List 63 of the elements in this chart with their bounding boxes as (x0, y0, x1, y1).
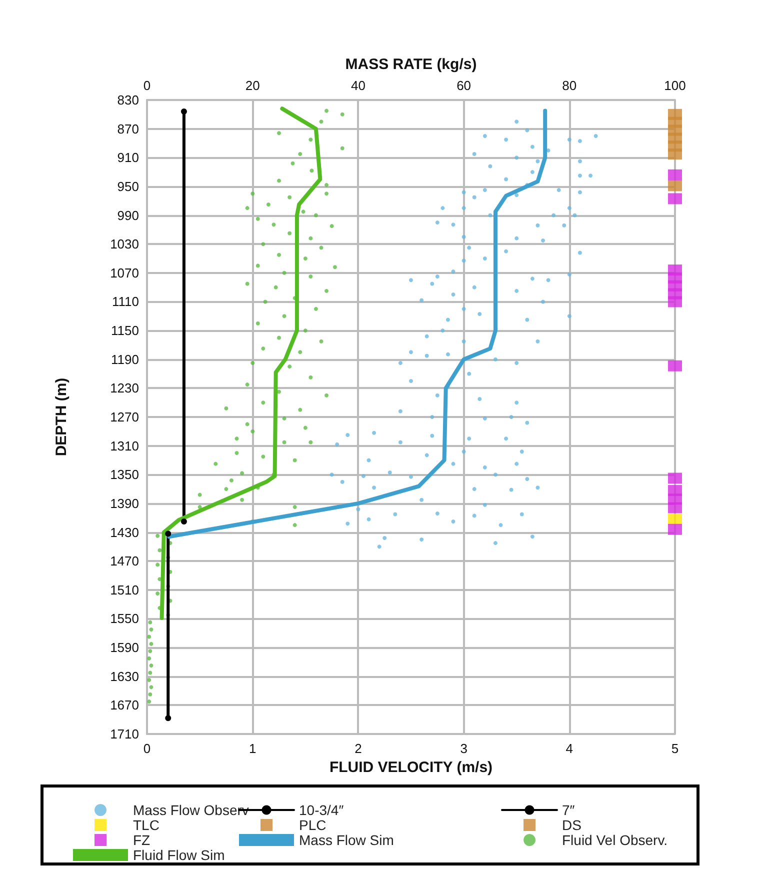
y-axis-title: DEPTH (m) (53, 378, 70, 456)
legend-label: TLC (133, 817, 160, 833)
legend-label: Fluid Flow Sim (133, 847, 225, 863)
line-series (160, 106, 322, 620)
y-tick-label: 1070 (110, 265, 139, 280)
x2-tick-label: 40 (350, 78, 366, 93)
legend-label: Mass Flow Sim (299, 832, 394, 848)
y-tick-label: 1150 (111, 323, 139, 338)
x-tick-label: 2 (354, 741, 362, 756)
x-axis-title: FLUID VELOCITY (m/s) (329, 758, 493, 776)
x2-tick-label: 100 (664, 78, 686, 93)
y-tick-label: 1710 (110, 726, 139, 742)
y-tick-label: 1470 (110, 554, 139, 569)
legend-label: DS (562, 817, 582, 833)
legend-label: 10-3/4″ (299, 802, 344, 818)
y-tick-label: 1550 (110, 611, 139, 626)
x-tick-label: 3 (460, 741, 468, 756)
legend-label: Mass Flow Observ (133, 802, 249, 818)
x2-axis-title: MASS RATE (kg/s) (345, 56, 477, 73)
point (668, 148, 682, 160)
y-tick-label: 910 (117, 150, 139, 166)
x2-tick-label: 20 (245, 78, 260, 93)
x-tick-label: 4 (566, 741, 574, 756)
y-tick-label: 870 (117, 121, 139, 136)
point (668, 169, 682, 180)
y-tick-label: 830 (117, 92, 139, 108)
y-tick-label: 1110 (112, 294, 139, 310)
y-tick-label: 1670 (110, 698, 139, 713)
legend-label: PLC (299, 817, 326, 833)
legend-label: Fluid Vel Observ. (562, 832, 668, 848)
y-tick-label: 1310 (110, 438, 139, 454)
x2-tick-label: 80 (562, 78, 577, 93)
legend-label: FZ (133, 832, 151, 848)
point (668, 472, 682, 484)
y-tick-label: 1510 (110, 582, 139, 598)
x2-tick-label: 60 (456, 78, 472, 93)
point (668, 193, 682, 204)
point (668, 180, 682, 192)
y-tick-label: 1230 (110, 380, 139, 396)
x-tick-label: 1 (248, 741, 256, 756)
point (180, 518, 187, 524)
point (668, 524, 682, 535)
x-tick-label: 5 (671, 741, 679, 756)
point (668, 360, 682, 372)
point (668, 296, 682, 308)
y-tick-label: 1630 (110, 668, 139, 684)
y-tick-label: 1390 (110, 496, 139, 511)
point (668, 514, 682, 525)
y-tick-label: 1590 (110, 640, 139, 656)
y-tick-label: 1190 (111, 352, 139, 367)
point (165, 715, 172, 722)
x2-tick-label: 0 (143, 78, 151, 93)
y-tick-label: 1030 (110, 236, 139, 252)
point (180, 108, 187, 115)
y-tick-label: 1430 (110, 524, 139, 540)
y-tick-label: 1270 (110, 410, 139, 424)
y-tick-label: 950 (117, 178, 139, 194)
y-tick-label: 990 (117, 208, 139, 223)
legend-label: 7″ (562, 802, 575, 818)
point (668, 502, 682, 514)
point (165, 530, 172, 537)
y-tick-label: 1350 (110, 467, 139, 482)
x-tick-label: 0 (143, 741, 151, 756)
